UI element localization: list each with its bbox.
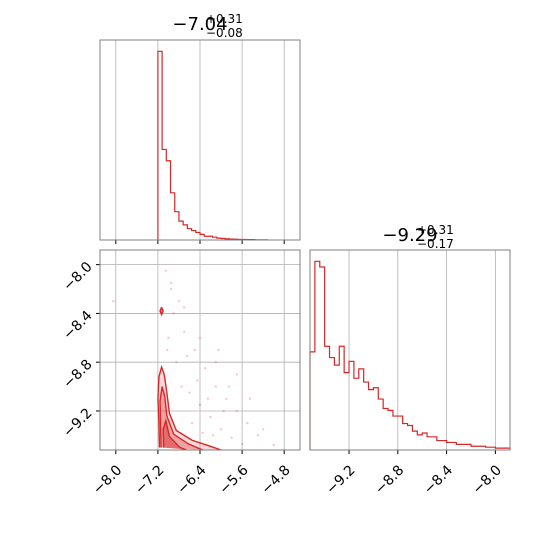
scatter-point xyxy=(219,428,223,431)
contour-line xyxy=(162,418,188,450)
scatter-point xyxy=(211,434,215,437)
scatter-point xyxy=(227,385,231,388)
contour-line xyxy=(159,307,164,317)
panel-frame xyxy=(99,39,301,241)
scatter-point xyxy=(217,348,220,352)
scatter-point xyxy=(164,269,167,272)
scatter-point xyxy=(235,409,239,413)
panel-frame xyxy=(309,249,511,451)
y-tick-label: −8.4 xyxy=(60,308,95,343)
scatter-point xyxy=(193,348,196,352)
scatter-point xyxy=(183,306,186,309)
x-tick-label: −9.2 xyxy=(323,462,358,497)
scatter-point xyxy=(209,415,212,419)
scatter-point xyxy=(206,397,210,400)
scatter-point xyxy=(214,360,217,364)
contour-line xyxy=(159,386,203,450)
hist-1-title-sub: −0.08 xyxy=(206,26,243,40)
x-tick-label: −4.8 xyxy=(258,462,293,497)
hist-2-title: −9.29 xyxy=(382,225,437,246)
scatter-point xyxy=(248,397,252,400)
hist-2-title-sub: −0.17 xyxy=(417,237,454,251)
scatter-point xyxy=(214,385,217,388)
x-tick-label: −8.8 xyxy=(372,462,407,497)
scatter-point xyxy=(172,312,175,315)
hist-2-title-main: −9.29 xyxy=(382,225,437,246)
scatter-point xyxy=(204,367,207,370)
scatter-point xyxy=(246,421,249,425)
scatter-point xyxy=(169,281,173,285)
hist-1-title-sup: +0.31 xyxy=(206,12,243,26)
scatter-point xyxy=(183,330,186,333)
scatter-point xyxy=(201,431,204,435)
scatter-point xyxy=(230,436,233,440)
y-tick-label: −8.0 xyxy=(60,259,95,294)
scatter-point xyxy=(190,421,194,425)
scatter-point xyxy=(222,409,225,413)
x-tick-label: −8.0 xyxy=(90,462,125,497)
hist-1-title-main: −7.04 xyxy=(172,14,227,35)
scatter-point xyxy=(177,300,181,303)
y-tick-label: −9.2 xyxy=(60,405,95,440)
scatter-point xyxy=(185,354,189,358)
x-tick-label: −5.6 xyxy=(216,462,251,497)
x-tick-label: −8.0 xyxy=(470,462,505,497)
x-tick-label: −8.4 xyxy=(421,462,456,497)
hist-1-title: −7.04 xyxy=(172,14,227,35)
histogram-step-line xyxy=(309,260,511,450)
x-tick-label: −6.4 xyxy=(174,462,209,497)
scatter-point xyxy=(240,442,244,446)
scatter-point xyxy=(188,391,191,394)
hist-2-title-sup: +0.31 xyxy=(417,223,454,237)
scatter-point xyxy=(196,379,199,382)
histogram-step-line xyxy=(157,50,268,241)
panel-frame xyxy=(99,249,301,451)
contour-line xyxy=(157,364,222,450)
x-tick-label: −7.2 xyxy=(132,462,167,497)
scatter-point xyxy=(261,428,265,431)
scatter-point xyxy=(111,300,115,303)
histogram-panel-2: −9.2 −8.8 −8.4 −8.0 xyxy=(309,249,511,498)
scatter-point xyxy=(180,385,183,388)
scatter-point xyxy=(225,397,228,400)
y-tick-label: −8.8 xyxy=(60,357,95,392)
scatter-contour-panel: −8.0 −7.2 −6.4 −5.6 −4.8−8.0−8.4−8.8−9.2 xyxy=(60,249,301,498)
scatter-point xyxy=(272,443,275,447)
scatter-point xyxy=(198,336,202,340)
scatter-point xyxy=(167,336,170,340)
histogram-panel-1 xyxy=(99,39,301,244)
scatter-point xyxy=(256,434,260,437)
scatter-point xyxy=(166,348,169,352)
scatter-content xyxy=(111,269,275,450)
scatter-point xyxy=(198,403,202,407)
scatter-point xyxy=(235,373,239,376)
scatter-point xyxy=(175,360,178,364)
scatter-point xyxy=(169,287,173,291)
